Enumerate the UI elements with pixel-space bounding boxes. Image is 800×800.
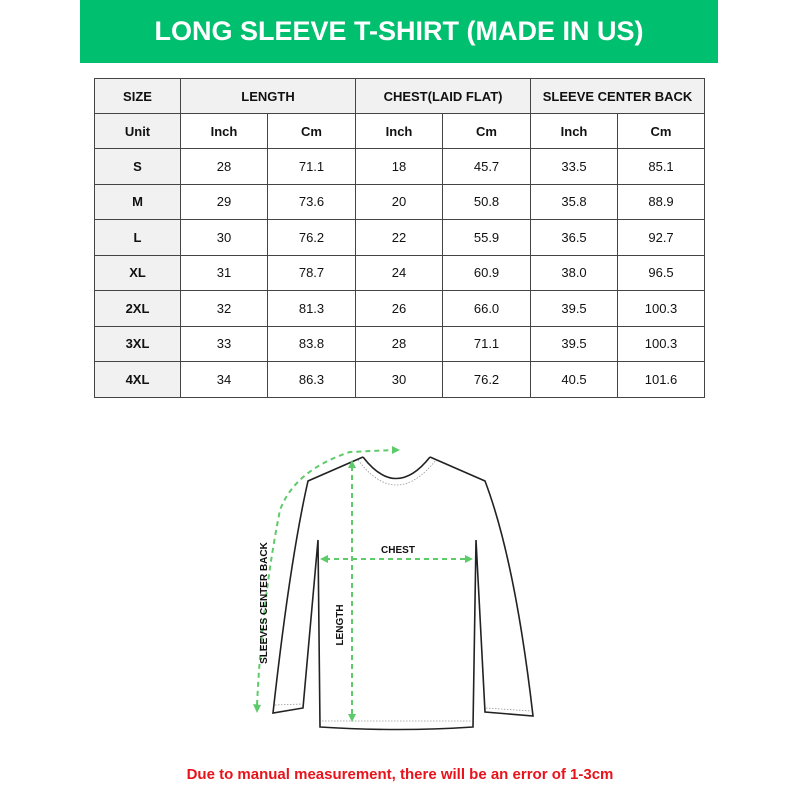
header-length: LENGTH bbox=[179, 78, 357, 114]
value-cell: 40.5 bbox=[530, 361, 619, 398]
size-cell: 2XL bbox=[94, 290, 181, 327]
value-cell: 30 bbox=[355, 361, 444, 398]
unit-cell: Unit bbox=[94, 113, 181, 149]
value-cell: 34 bbox=[180, 361, 268, 398]
length-label: LENGTH bbox=[335, 604, 346, 645]
sleeve-label: SLEEVES CENTER BACK bbox=[259, 541, 270, 663]
size-cell: 4XL bbox=[94, 361, 181, 398]
unit-row: Unit Inch Cm Inch Cm Inch Cm bbox=[94, 113, 706, 149]
unit-cell: Cm bbox=[442, 113, 532, 149]
unit-cell: Cm bbox=[266, 113, 357, 149]
unit-cell: Inch bbox=[530, 113, 619, 149]
value-cell: 22 bbox=[355, 219, 444, 256]
value-cell: 92.7 bbox=[617, 219, 706, 256]
header-sleeve: SLEEVE CENTER BACK bbox=[530, 78, 706, 114]
value-cell: 85.1 bbox=[617, 148, 706, 185]
table-row: 3XL 33 83.8 28 71.1 39.5 100.3 bbox=[94, 325, 706, 362]
size-cell: XL bbox=[94, 254, 181, 291]
page-title: LONG SLEEVE T-SHIRT (MADE IN US) bbox=[80, 0, 718, 63]
value-cell: 101.6 bbox=[617, 361, 706, 398]
value-cell: 33 bbox=[180, 325, 268, 362]
value-cell: 71.1 bbox=[266, 148, 357, 185]
value-cell: 18 bbox=[355, 148, 444, 185]
size-cell: 3XL bbox=[94, 325, 181, 362]
measurement-note: Due to manual measurement, there will be… bbox=[186, 766, 614, 783]
value-cell: 24 bbox=[355, 254, 444, 291]
size-cell: M bbox=[94, 183, 181, 220]
value-cell: 83.8 bbox=[266, 325, 357, 362]
value-cell: 76.2 bbox=[266, 219, 357, 256]
value-cell: 20 bbox=[355, 183, 444, 220]
value-cell: 36.5 bbox=[530, 219, 619, 256]
header-row: SIZE LENGTH CHEST(LAID FLAT) SLEEVE CENT… bbox=[94, 78, 706, 114]
unit-cell: Inch bbox=[180, 113, 268, 149]
value-cell: 30 bbox=[180, 219, 268, 256]
unit-cell: Cm bbox=[617, 113, 706, 149]
size-chart-table: SIZE LENGTH CHEST(LAID FLAT) SLEEVE CENT… bbox=[94, 78, 706, 398]
value-cell: 66.0 bbox=[442, 290, 532, 327]
value-cell: 76.2 bbox=[442, 361, 532, 398]
value-cell: 29 bbox=[180, 183, 268, 220]
value-cell: 78.7 bbox=[266, 254, 357, 291]
value-cell: 81.3 bbox=[266, 290, 357, 327]
value-cell: 38.0 bbox=[530, 254, 619, 291]
measure-arrows bbox=[256, 449, 468, 716]
value-cell: 31 bbox=[180, 254, 268, 291]
table-row: 4XL 34 86.3 30 76.2 40.5 101.6 bbox=[94, 361, 706, 398]
size-cell: S bbox=[94, 148, 181, 185]
value-cell: 55.9 bbox=[442, 219, 532, 256]
value-cell: 39.5 bbox=[530, 325, 619, 362]
value-cell: 86.3 bbox=[266, 361, 357, 398]
value-cell: 39.5 bbox=[530, 290, 619, 327]
value-cell: 100.3 bbox=[617, 290, 706, 327]
shirt-outline bbox=[272, 456, 534, 731]
arrowheads bbox=[253, 446, 473, 722]
value-cell: 100.3 bbox=[617, 325, 706, 362]
table-row: M 29 73.6 20 50.8 35.8 88.9 bbox=[94, 183, 706, 220]
unit-cell: Inch bbox=[355, 113, 444, 149]
header-chest: CHEST(LAID FLAT) bbox=[355, 78, 532, 114]
table-row: L 30 76.2 22 55.9 36.5 92.7 bbox=[94, 219, 706, 256]
value-cell: 50.8 bbox=[442, 183, 532, 220]
value-cell: 96.5 bbox=[617, 254, 706, 291]
chest-label: CHEST bbox=[381, 545, 415, 556]
header-size: SIZE bbox=[94, 78, 181, 114]
value-cell: 26 bbox=[355, 290, 444, 327]
